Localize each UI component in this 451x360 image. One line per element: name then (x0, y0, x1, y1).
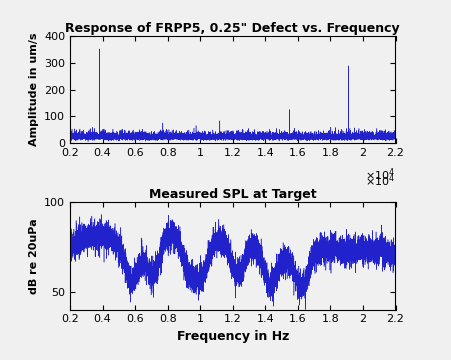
Text: $\times10^4$: $\times10^4$ (364, 167, 395, 184)
Title: Measured SPL at Target: Measured SPL at Target (149, 188, 316, 201)
Y-axis label: dB re 20uPa: dB re 20uPa (28, 218, 38, 294)
Title: Response of FRPP5, 0.25" Defect vs. Frequency: Response of FRPP5, 0.25" Defect vs. Freq… (65, 22, 399, 35)
Text: $\times10^4$: $\times10^4$ (364, 173, 395, 189)
Y-axis label: Amplitude in um/s: Amplitude in um/s (28, 33, 38, 147)
X-axis label: Frequency in Hz: Frequency in Hz (176, 330, 288, 343)
